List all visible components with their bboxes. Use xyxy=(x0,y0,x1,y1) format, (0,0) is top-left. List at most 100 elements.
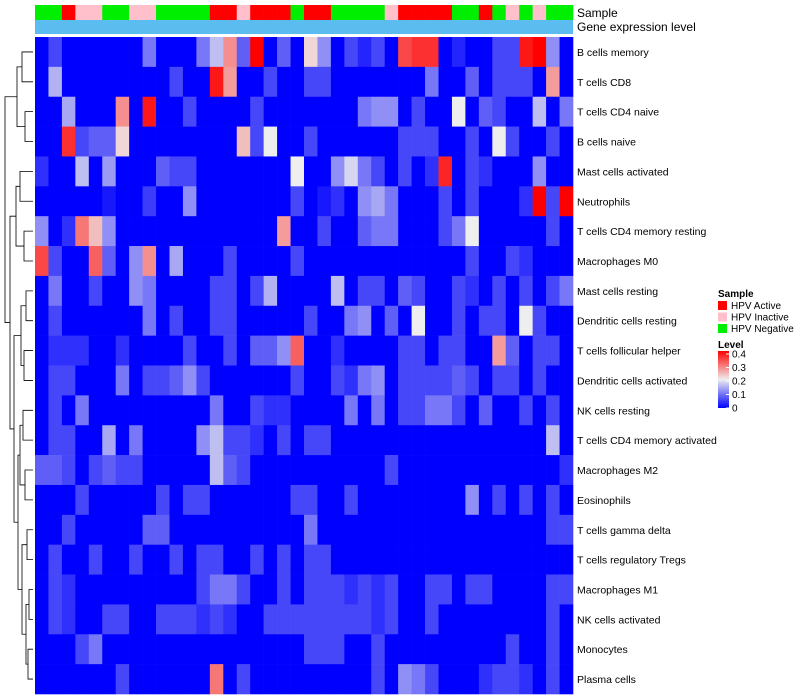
heatmap-cell xyxy=(115,37,130,68)
heatmap-cell xyxy=(317,604,332,635)
heatmap-cell xyxy=(236,604,251,635)
heatmap-cell xyxy=(371,186,385,217)
heatmap-cell xyxy=(223,275,238,307)
heatmap-cell xyxy=(169,96,184,127)
heatmap-cell xyxy=(546,156,560,187)
heatmap-cell xyxy=(250,37,264,68)
heatmap-cell xyxy=(223,305,238,336)
heatmap-cell xyxy=(209,37,224,68)
heatmap-cell xyxy=(75,66,90,98)
heatmap-cell xyxy=(438,365,453,396)
heatmap-cell xyxy=(438,246,453,277)
heatmap-cell xyxy=(61,246,76,277)
heatmap-cell xyxy=(344,365,359,396)
heatmap-cell xyxy=(425,365,439,396)
heatmap-cell xyxy=(344,604,359,635)
heatmap-cell xyxy=(438,126,453,157)
heatmap-cell xyxy=(61,574,76,605)
heatmap-cell xyxy=(532,484,547,516)
heatmap-cell xyxy=(478,395,493,426)
heatmap-cell xyxy=(209,544,224,575)
heatmap-cell xyxy=(35,664,49,695)
heatmap-cell xyxy=(559,395,574,426)
heatmap-cell xyxy=(344,96,359,127)
legend-label: HPV Inactive xyxy=(731,313,789,324)
heatmap-cell xyxy=(384,425,399,456)
heatmap-cell xyxy=(304,216,318,247)
heatmap-cell xyxy=(411,395,426,426)
sample-annotation-cell xyxy=(263,5,278,20)
heatmap-cell xyxy=(48,544,63,575)
heatmap-cell xyxy=(35,484,49,516)
heatmap-cell xyxy=(492,305,507,336)
heatmap-cell xyxy=(156,216,170,247)
heatmap-cell xyxy=(61,275,76,307)
heatmap-cell xyxy=(129,395,143,426)
heatmap-cell xyxy=(357,544,372,575)
heatmap-cell xyxy=(357,484,372,516)
heatmap-cell xyxy=(75,37,90,68)
heatmap-cell xyxy=(115,544,130,575)
heatmap-cell xyxy=(438,604,453,635)
heatmap-cell xyxy=(330,425,345,456)
heatmap-cell xyxy=(519,365,533,396)
heatmap-cell xyxy=(250,365,264,396)
heatmap-cell xyxy=(115,365,130,396)
heatmap-cell xyxy=(142,634,157,665)
row-label: Dendritic cells resting xyxy=(577,316,677,328)
heatmap-cell xyxy=(357,634,372,665)
row-label: T cells gamma delta xyxy=(577,525,671,537)
heatmap-cell xyxy=(559,275,574,307)
heatmap-cell xyxy=(182,156,197,187)
heatmap-cell xyxy=(398,365,412,396)
heatmap-cell xyxy=(438,156,453,187)
heatmap-cell xyxy=(290,275,305,307)
heatmap-cell xyxy=(559,425,574,456)
heatmap-cell xyxy=(344,395,359,426)
heatmap-cell xyxy=(357,96,372,127)
heatmap-cell xyxy=(75,604,90,635)
heatmap-cell xyxy=(505,275,520,307)
heatmap-cell xyxy=(263,634,278,665)
heatmap-cell xyxy=(250,275,264,307)
heatmap-cell xyxy=(384,574,399,605)
heatmap-cell xyxy=(546,455,560,486)
heatmap-cell xyxy=(129,455,143,486)
heatmap-cell xyxy=(169,275,184,307)
heatmap-cell xyxy=(519,604,533,635)
heatmap-cell xyxy=(236,96,251,127)
heatmap-cell xyxy=(344,484,359,516)
dendrogram-branch xyxy=(25,604,29,665)
heatmap-cell xyxy=(411,425,426,456)
heatmap-cell xyxy=(102,544,116,575)
heatmap-cell xyxy=(115,305,130,336)
heatmap-cell xyxy=(290,484,305,516)
heatmap-cell xyxy=(263,664,278,695)
heatmap-cell xyxy=(304,37,318,68)
heatmap-cell xyxy=(411,96,426,127)
heatmap-cell xyxy=(156,335,170,366)
heatmap-cell xyxy=(384,395,399,426)
heatmap-cell xyxy=(61,664,76,695)
heatmap-cell xyxy=(35,37,49,68)
heatmap-cell xyxy=(559,664,574,695)
heatmap-cell xyxy=(357,126,372,157)
heatmap-cell xyxy=(438,634,453,665)
heatmap-cell xyxy=(142,514,157,545)
heatmap-cell xyxy=(559,514,574,545)
dendrogram-branch xyxy=(20,305,26,366)
heatmap-cell xyxy=(398,335,412,366)
heatmap-cell xyxy=(304,604,318,635)
heatmap-cell xyxy=(384,365,399,396)
heatmap-cell xyxy=(88,395,103,426)
heatmap-cell xyxy=(371,96,385,127)
heatmap-cell xyxy=(102,634,116,665)
heatmap-cell xyxy=(115,425,130,456)
heatmap-cell xyxy=(465,156,480,187)
heatmap-cell xyxy=(330,574,345,605)
heatmap-cell xyxy=(209,455,224,486)
sample-annotation-cell xyxy=(223,5,238,20)
sample-annotation-cell xyxy=(492,5,507,20)
heatmap-cell xyxy=(236,634,251,665)
heatmap-cell xyxy=(115,664,130,695)
